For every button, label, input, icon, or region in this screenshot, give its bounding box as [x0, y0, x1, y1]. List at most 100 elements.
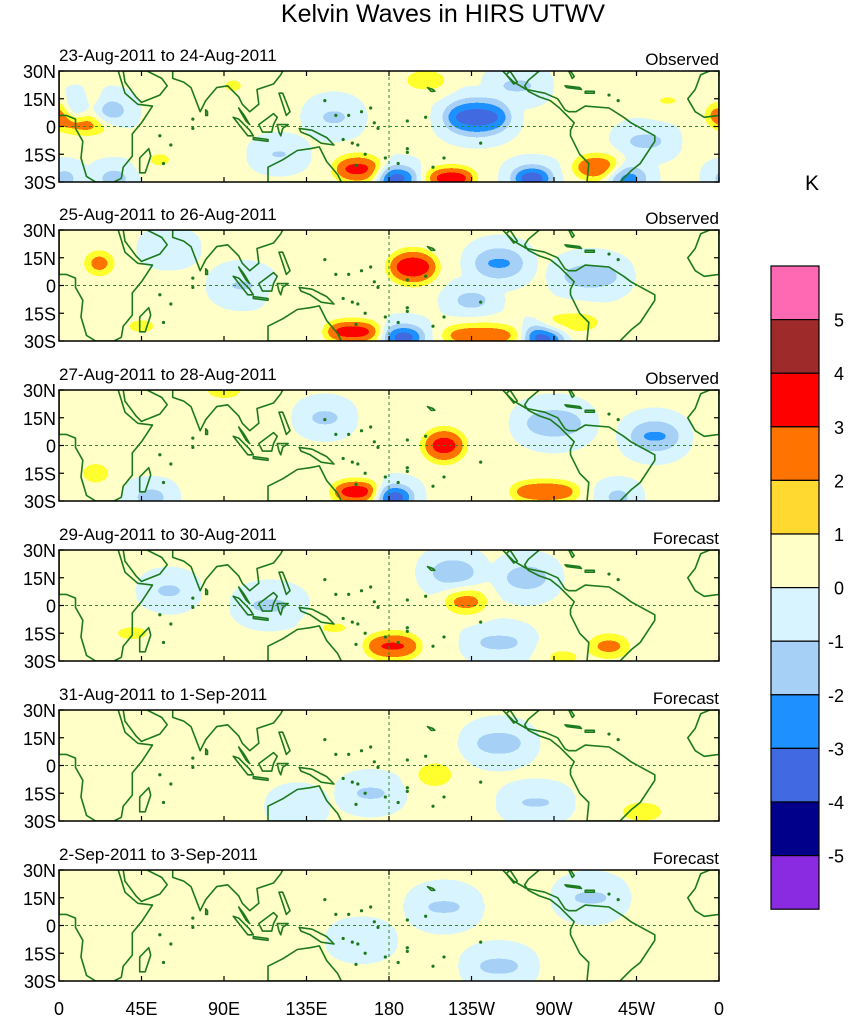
- land-florida: [567, 710, 575, 719]
- island: [405, 147, 409, 151]
- island: [359, 269, 364, 273]
- island: [479, 460, 483, 464]
- anomaly-blob-20: [0, 130, 11, 152]
- land-hispaniola: [584, 90, 596, 94]
- panel-6: 2-Sep-2011 to 3-Sep-2011 Forecast 30N 15N 0 1…: [23, 845, 774, 992]
- anomaly-blob-7: [84, 252, 114, 275]
- land-florida: [567, 390, 575, 399]
- colorbar-swatch: [770, 640, 820, 696]
- island: [405, 789, 409, 793]
- panel-3: 27-Aug-2011 to 28-Aug-2011 Observed 30N 15N…: [0, 365, 720, 512]
- land-sulawesi: [276, 602, 289, 616]
- panel-5: 31-Aug-2011 to 1-Sep-2011 Forecast 30N 15N 0…: [23, 685, 720, 832]
- panel-date-range: 31-Aug-2011 to 1-Sep-2011: [59, 685, 267, 704]
- land-madagascar: [138, 946, 152, 973]
- anomaly-blob-17: [312, 104, 356, 131]
- island: [369, 905, 373, 909]
- y-tick-label: 15S: [24, 784, 56, 804]
- land-australia: [267, 305, 343, 341]
- island: [354, 163, 358, 167]
- island: [369, 745, 373, 749]
- island: [616, 738, 620, 742]
- anomaly-blob-3: [561, 882, 620, 913]
- x-tick-label: 0: [54, 999, 64, 1019]
- island: [431, 804, 435, 808]
- land-hispaniola: [584, 569, 596, 573]
- coastlines: [59, 390, 719, 501]
- panel-status: Forecast: [653, 689, 719, 708]
- island: [323, 258, 327, 262]
- land-sri-lanka: [204, 268, 209, 276]
- land-hawaii: [426, 86, 436, 93]
- island: [479, 940, 483, 944]
- anomaly-blob-8: [132, 489, 169, 501]
- colorbar-label: -5: [828, 847, 844, 867]
- island: [607, 412, 611, 416]
- land-arabia: [122, 710, 168, 743]
- land-malay-peninsula: [237, 586, 251, 605]
- island: [424, 274, 428, 278]
- anomaly-blob-14: [711, 171, 719, 182]
- anomaly-blob-9: [607, 169, 648, 182]
- island: [334, 752, 338, 756]
- anomaly-blob-10: [302, 406, 347, 429]
- anomaly-blob-6: [539, 311, 606, 334]
- island: [376, 285, 380, 289]
- island: [424, 115, 428, 119]
- land-americas: [501, 230, 656, 341]
- island: [442, 156, 446, 160]
- island: [405, 438, 409, 442]
- y-tick-label: 30S: [24, 972, 56, 992]
- anomaly-blob-15: [802, 151, 839, 170]
- panel-1: 23-Aug-2011 to 24-Aug-2011 Observed 30N 15N…: [0, 46, 839, 193]
- y-tick-label: 30N: [23, 381, 56, 401]
- land-japan: [297, 60, 315, 69]
- colorbar: 5 4 3 2 1 0 -1 -2 -3 -4 -5: [770, 265, 844, 910]
- land-sulawesi: [276, 762, 289, 776]
- colorbar-label: -1: [828, 632, 844, 652]
- anomaly-blob-7: [77, 460, 114, 487]
- colorbar-label: -4: [828, 793, 844, 813]
- x-tick-label: 0: [714, 999, 724, 1019]
- land-baja: [505, 710, 519, 724]
- island: [354, 962, 358, 966]
- island: [431, 165, 435, 169]
- island: [158, 773, 162, 777]
- land-cuba: [564, 404, 583, 410]
- anomaly-blob-1: [469, 953, 529, 980]
- island: [191, 117, 195, 121]
- land-florida: [567, 550, 575, 559]
- colorbar-swatch: [770, 265, 820, 321]
- land-sulawesi: [276, 282, 289, 296]
- island: [169, 462, 173, 466]
- land-africa: [59, 71, 154, 182]
- island: [405, 626, 409, 630]
- anomaly-blob-11: [449, 289, 494, 312]
- panel-date-range: 25-Aug-2011 to 26-Aug-2011: [59, 205, 277, 224]
- anomaly-blob-12: [216, 272, 268, 299]
- island: [191, 285, 195, 289]
- land-new-guinea: [298, 766, 335, 785]
- island: [383, 475, 387, 479]
- anomaly-blob-19: [491, 74, 543, 97]
- island: [354, 322, 358, 326]
- land-hispaniola: [584, 889, 596, 893]
- island: [334, 113, 338, 117]
- land-japan: [297, 859, 315, 868]
- land-arabia: [122, 71, 168, 104]
- anomaly-blob-4: [737, 970, 774, 985]
- island: [356, 942, 360, 946]
- land-baja: [505, 71, 519, 85]
- colorbar-swatch: [770, 801, 820, 857]
- land-americas: [501, 550, 656, 661]
- anomaly-blob-8: [572, 156, 621, 179]
- land-malay-peninsula: [237, 746, 251, 765]
- figure-title: Kelvin Waves in HIRS UTWV: [281, 0, 605, 28]
- island: [383, 315, 387, 319]
- island: [161, 480, 166, 485]
- land-hispaniola: [584, 249, 596, 253]
- land-baja: [505, 390, 519, 404]
- anomaly-blob-6: [0, 421, 21, 451]
- colorbar-label: 0: [834, 579, 844, 599]
- anomaly-blob-16: [257, 145, 301, 164]
